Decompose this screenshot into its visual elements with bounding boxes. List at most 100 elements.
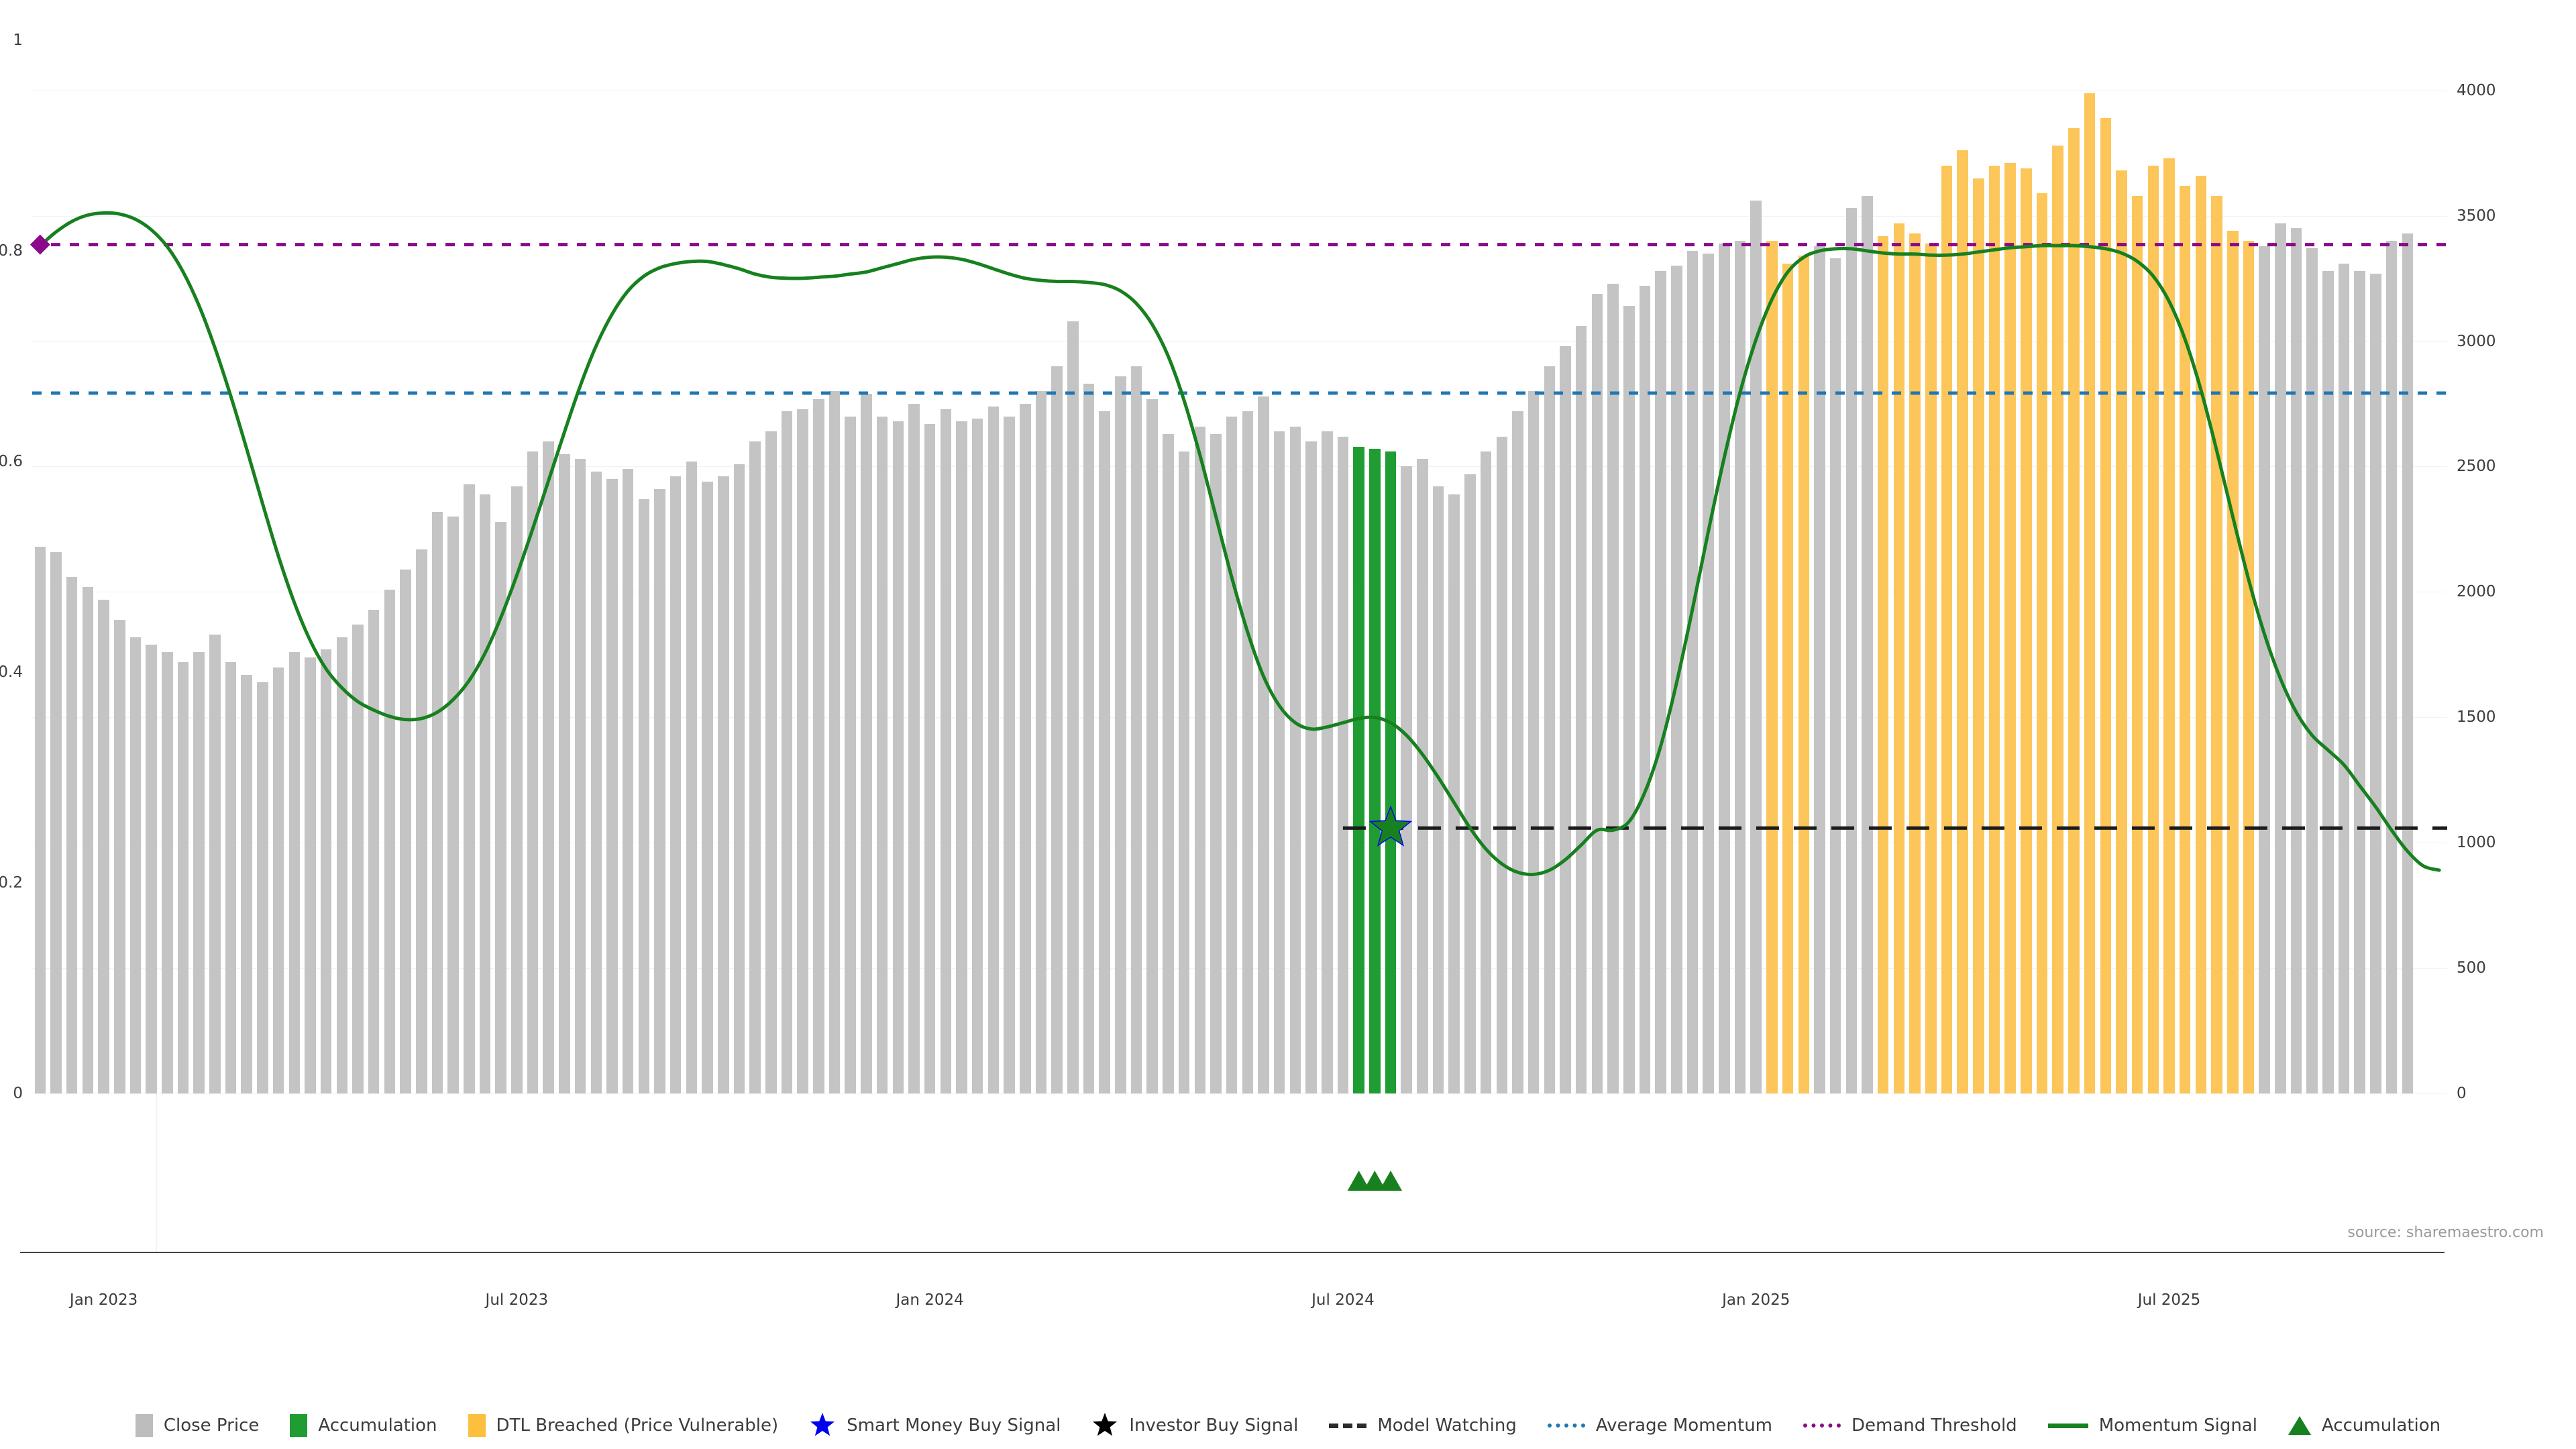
price-bar xyxy=(1083,384,1095,1093)
price-bar xyxy=(98,599,109,1093)
price-bar xyxy=(2370,273,2381,1093)
price-bar xyxy=(908,404,920,1093)
price-bar xyxy=(2004,163,2016,1093)
price-bar xyxy=(1782,263,1794,1093)
price-bar xyxy=(559,453,570,1093)
legend-item-label: Accumulation xyxy=(318,1415,437,1436)
price-bar xyxy=(1639,286,1651,1093)
accumulation-triangle xyxy=(1379,1171,1402,1191)
price-bar xyxy=(2385,241,2398,1093)
left-axis-tick-label: 0.8 xyxy=(0,242,23,260)
price-bar xyxy=(2354,270,2366,1093)
price-bar xyxy=(1242,411,1254,1093)
investor-buy-signal-marker xyxy=(1371,808,1410,845)
price-bar xyxy=(2021,168,2032,1093)
price-bar xyxy=(511,486,523,1093)
right-axis-tick-label: 3500 xyxy=(2457,207,2496,225)
price-bar xyxy=(2100,117,2112,1093)
legend-item-label: Average Momentum xyxy=(1595,1415,1773,1436)
legend-item-label: Close Price xyxy=(163,1415,260,1436)
price-bar xyxy=(146,644,157,1093)
price-bar xyxy=(940,409,952,1093)
price-bar xyxy=(1988,165,2000,1093)
x-axis-tick-label: Jul 2025 xyxy=(2137,1291,2201,1309)
price-bar xyxy=(828,391,841,1093)
price-bar xyxy=(368,609,380,1093)
legend-item[interactable]: Model Watching xyxy=(1329,1415,1517,1436)
price-bar xyxy=(956,421,967,1093)
legend-item[interactable]: Demand Threshold xyxy=(1803,1415,2017,1436)
left-axis-tick-label: 0 xyxy=(13,1085,23,1102)
price-bar xyxy=(1527,391,1540,1093)
legend-swatch-icon xyxy=(135,1414,153,1437)
price-bar xyxy=(1385,451,1397,1093)
price-bar xyxy=(1004,416,1015,1093)
close-price-bars xyxy=(32,40,2447,1093)
price-bar xyxy=(654,489,665,1093)
price-bar xyxy=(2211,195,2222,1093)
x-axis-tick-label: Jan 2023 xyxy=(69,1291,138,1309)
price-bar xyxy=(1862,195,1873,1093)
price-bar xyxy=(1544,366,1556,1093)
price-bar xyxy=(717,476,729,1093)
price-bar xyxy=(1130,366,1142,1093)
gridline xyxy=(32,717,2447,718)
legend-item[interactable]: Average Momentum xyxy=(1547,1415,1773,1436)
price-bar xyxy=(113,619,125,1093)
legend-item[interactable]: Accumulation xyxy=(290,1414,437,1437)
price-bar xyxy=(1925,243,1937,1093)
legend-item[interactable]: Close Price xyxy=(135,1414,260,1437)
price-bar xyxy=(1464,474,1476,1093)
legend-dotted-line-icon xyxy=(1803,1424,1841,1428)
price-bar xyxy=(1194,426,1206,1093)
price-bar xyxy=(2290,228,2302,1093)
chart-legend: Close Price Accumulation DTL Breached (Pri… xyxy=(0,1412,2576,1439)
price-bar xyxy=(162,652,173,1093)
price-bar xyxy=(669,476,682,1093)
demand-threshold-marker-marker xyxy=(30,234,50,255)
price-bar xyxy=(1289,426,1301,1093)
price-bar xyxy=(34,547,46,1093)
price-bar xyxy=(1829,258,1841,1093)
price-bar xyxy=(2338,263,2350,1093)
gridline xyxy=(32,341,2447,342)
left-axis-tick-label: 0.2 xyxy=(0,874,23,892)
price-bar xyxy=(733,464,745,1093)
right-axis-tick-label: 2000 xyxy=(2457,583,2496,601)
price-bar xyxy=(447,517,459,1093)
momentum-signal-line xyxy=(38,211,2441,877)
price-bar xyxy=(352,624,364,1093)
legend-item[interactable]: Accumulation xyxy=(2288,1415,2440,1436)
x-axis-tick-label: Jul 2023 xyxy=(485,1291,549,1309)
price-bar xyxy=(1273,431,1285,1093)
price-bar xyxy=(1607,283,1619,1093)
price-bar xyxy=(1750,201,1762,1093)
right-axis-tick-label: 4000 xyxy=(2457,81,2496,99)
gridline xyxy=(32,968,2447,969)
legend-solid-line-icon xyxy=(2047,1423,2088,1428)
gridline xyxy=(32,215,2447,217)
price-bar xyxy=(129,637,142,1093)
price-bar xyxy=(241,674,253,1093)
price-bar xyxy=(1321,431,1333,1093)
price-bar xyxy=(431,511,443,1093)
price-bar xyxy=(892,421,904,1093)
price-bar xyxy=(765,431,777,1093)
legend-item[interactable]: Momentum Signal xyxy=(2047,1415,2257,1436)
left-axis-tick-label: 0.4 xyxy=(0,663,23,681)
price-bar xyxy=(1719,243,1730,1093)
price-bar xyxy=(2131,195,2143,1093)
price-bar xyxy=(590,471,602,1093)
source-note: source: sharemaestro.com xyxy=(2347,1224,2544,1241)
price-bar xyxy=(2226,231,2239,1093)
x-axis-tick-label: Jan 2024 xyxy=(896,1291,964,1309)
price-bar xyxy=(543,441,555,1093)
price-bar xyxy=(1575,326,1587,1093)
legend-item[interactable]: Smart Money Buy Signal xyxy=(809,1412,1061,1439)
accumulation-triangle xyxy=(1363,1171,1387,1191)
price-bar xyxy=(1845,208,1858,1093)
legend-item[interactable]: DTL Breached (Price Vulnerable) xyxy=(468,1414,778,1437)
legend-item[interactable]: Investor Buy Signal xyxy=(1091,1412,1298,1439)
price-bar xyxy=(638,499,650,1093)
legend-item-label: Demand Threshold xyxy=(1851,1415,2017,1436)
